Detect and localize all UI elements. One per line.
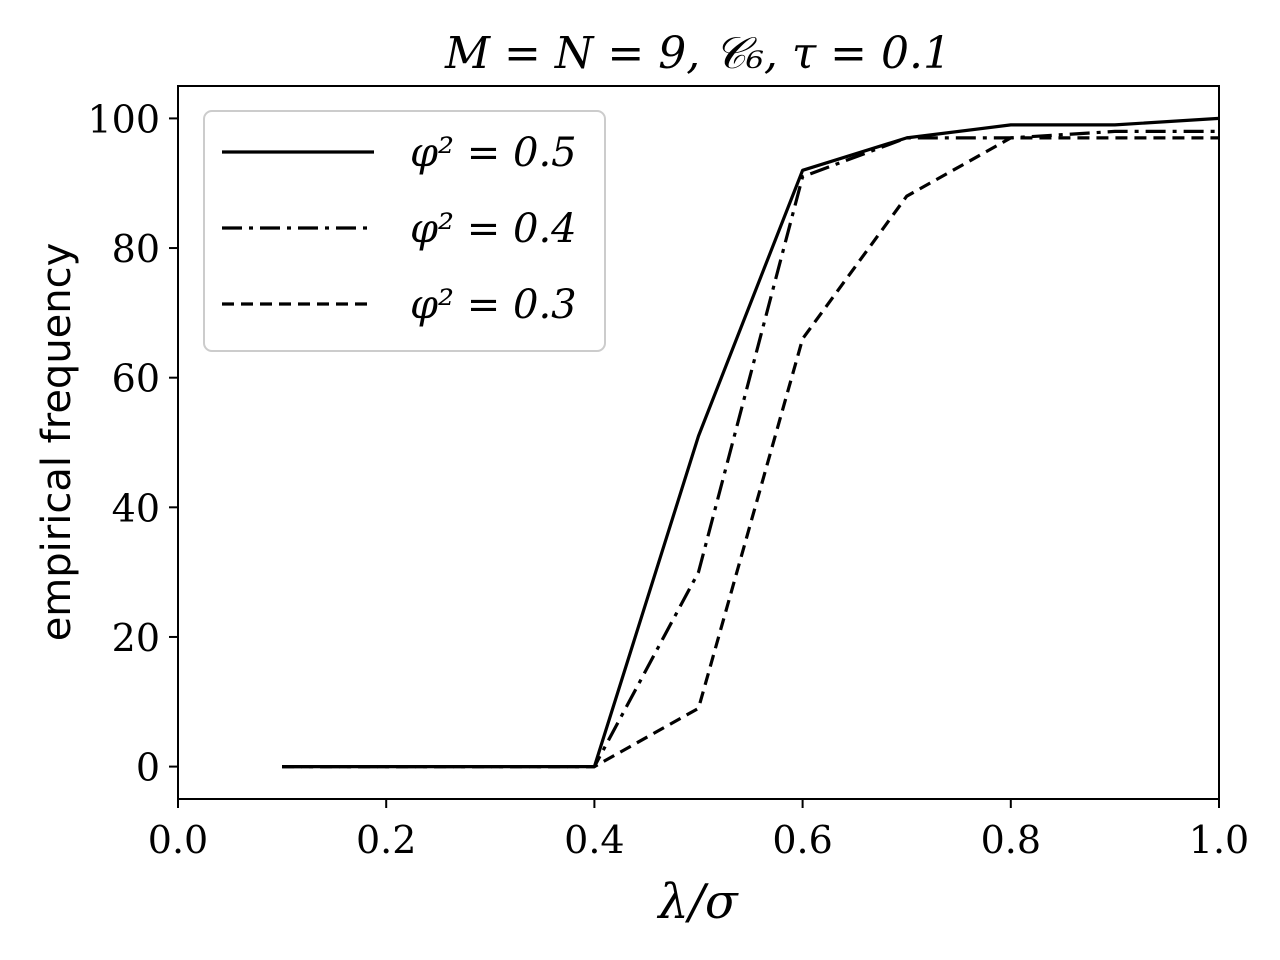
axes-frame bbox=[177, 85, 1220, 800]
y-tick-label: 60 bbox=[112, 357, 160, 401]
y-tick-label: 80 bbox=[112, 227, 160, 271]
x-tick-label: 0.8 bbox=[981, 818, 1041, 862]
legend-label-3: φ² = 0.3 bbox=[410, 282, 577, 328]
y-tick-label: 20 bbox=[112, 616, 160, 660]
x-tick-label: 0.2 bbox=[356, 818, 416, 862]
x-tick-label: 0.6 bbox=[772, 818, 832, 862]
legend-box bbox=[203, 110, 606, 352]
x-tick-label: 1.0 bbox=[1189, 818, 1249, 862]
y-axis-label: empirical frequency bbox=[34, 243, 80, 642]
series-line-3 bbox=[282, 136, 1219, 769]
y-axis: 0 20 40 60 80 100 bbox=[87, 97, 178, 790]
y-tick-label: 40 bbox=[112, 486, 160, 530]
legend: φ² = 0.5 φ² = 0.4 φ² = 0.3 bbox=[203, 110, 606, 352]
legend-label-1: φ² = 0.5 bbox=[410, 130, 577, 176]
axes-box bbox=[177, 85, 1220, 800]
x-axis-label: λ/σ bbox=[656, 874, 739, 930]
legend-label-2: φ² = 0.4 bbox=[410, 206, 577, 252]
y-tick-label: 0 bbox=[136, 746, 160, 790]
x-tick-label: 0.4 bbox=[564, 818, 624, 862]
chart-title: M = N = 9, 𝒞₆, τ = 0.1 bbox=[444, 28, 951, 79]
y-tick-label: 100 bbox=[87, 97, 160, 141]
x-axis: 0.0 0.2 0.4 0.6 0.8 1.0 bbox=[148, 799, 1249, 862]
series-group bbox=[282, 116, 1220, 769]
x-tick-label: 0.0 bbox=[148, 818, 208, 862]
